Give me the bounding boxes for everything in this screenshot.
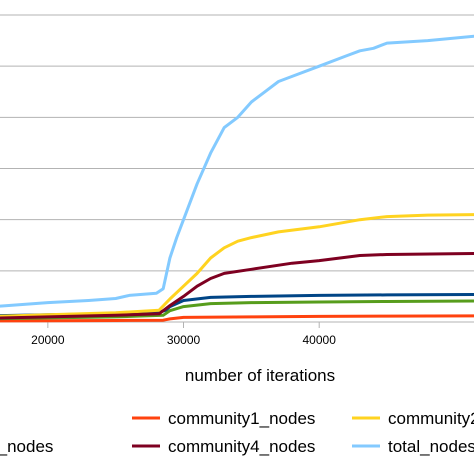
x-axis-title: number of iterations [185, 366, 335, 385]
legend: nodescommunity1_nodescommunity2_nodescom… [0, 409, 474, 456]
legend-item-total-nodes: total_nodes [352, 437, 474, 456]
gridlines [0, 14, 474, 272]
x-tick-label: 30000 [167, 333, 201, 347]
legend-item-community1-nodes: community1_nodes [132, 409, 315, 428]
series-line-community2-nodes [0, 213, 474, 318]
legend-item-community3-nodes: community3_nodes [0, 437, 53, 456]
legend-item-community2-nodes: community2_nodes [352, 409, 474, 428]
x-tick-label: 20000 [31, 333, 65, 347]
legend-label: community2_nodes [388, 409, 474, 428]
series-line-community1-nodes [0, 314, 474, 323]
series-lines [0, 34, 474, 323]
series-line-total-nodes [0, 34, 474, 308]
legend-label: community4_nodes [168, 437, 315, 456]
x-axis-ticks: 20000 30000 40000 [31, 322, 336, 347]
legend-item-community4-nodes: community4_nodes [132, 437, 315, 456]
legend-label: community1_nodes [168, 409, 315, 428]
legend-label: total_nodes [388, 437, 474, 456]
series-line-community4-nodes [0, 251, 474, 320]
legend-label: community3_nodes [0, 437, 53, 456]
x-tick-label: 40000 [303, 333, 337, 347]
